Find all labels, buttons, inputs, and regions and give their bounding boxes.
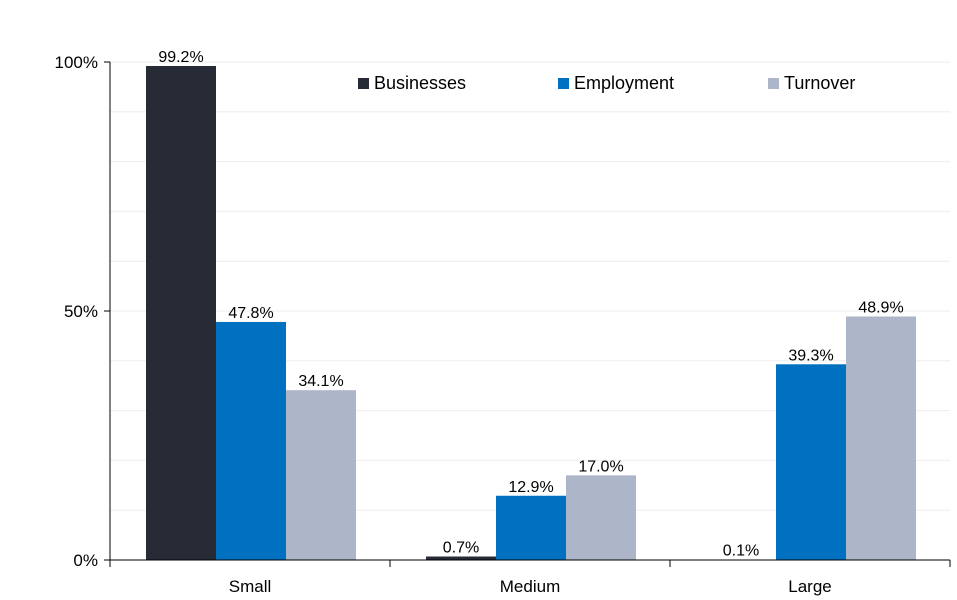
data-labels: 99.2% 0.7% 0.1% 47.8% 12.9% 39.3% 34.1% 17.0% 48…	[158, 49, 903, 560]
legend-item-turnover: Turnover	[768, 73, 855, 93]
data-label-turnover-large: 48.9%	[858, 299, 903, 316]
legend: Businesses Employment Turnover	[358, 73, 855, 93]
legend-swatch-employment	[558, 78, 569, 89]
y-tick-label-100: 100%	[55, 53, 98, 72]
axes: 0% 50% 100% Small Medium Large	[55, 53, 951, 596]
bar-turnover-large	[846, 316, 916, 560]
x-tick-label-medium: Medium	[500, 577, 560, 596]
bar-businesses-medium	[426, 556, 496, 560]
legend-item-employment: Employment	[558, 73, 674, 93]
bar-employment-medium	[496, 495, 566, 560]
legend-item-businesses: Businesses	[358, 73, 466, 93]
data-label-businesses-large: 0.1%	[723, 543, 759, 560]
y-tick-label-0: 0%	[73, 551, 98, 570]
bar-employment-small	[216, 321, 286, 560]
legend-label-businesses: Businesses	[374, 73, 466, 93]
legend-label-employment: Employment	[574, 73, 674, 93]
bar-turnover-small	[286, 390, 356, 560]
legend-swatch-businesses	[358, 78, 369, 89]
data-label-employment-medium: 12.9%	[508, 479, 553, 496]
data-label-turnover-medium: 17.0%	[578, 458, 623, 475]
y-tick-label-50: 50%	[64, 302, 98, 321]
bars	[146, 65, 916, 561]
bar-employment-large	[776, 364, 846, 560]
data-label-businesses-small: 99.2%	[158, 49, 203, 66]
data-label-turnover-small: 34.1%	[298, 373, 343, 390]
legend-swatch-turnover	[768, 78, 779, 89]
data-label-employment-large: 39.3%	[788, 347, 833, 364]
legend-label-turnover: Turnover	[784, 73, 855, 93]
bar-turnover-medium	[566, 475, 636, 560]
data-label-employment-small: 47.8%	[228, 305, 273, 322]
x-tick-label-small: Small	[229, 577, 272, 596]
data-label-businesses-medium: 0.7%	[443, 540, 479, 557]
x-tick-label-large: Large	[788, 577, 831, 596]
bar-businesses-small	[146, 65, 216, 560]
